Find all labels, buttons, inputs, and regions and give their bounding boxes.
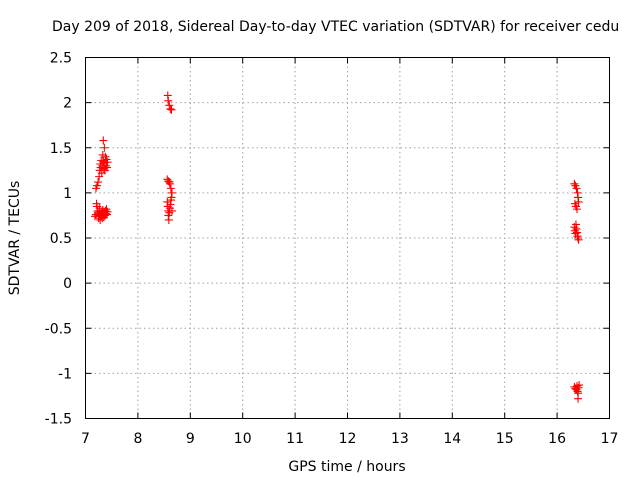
- x-axis-ticks: 7 8 9 10 11 12 13 14 15 16 17: [81, 57, 619, 447]
- data-point: [574, 197, 583, 206]
- y-axis-label: SDTVAR / TECUs: [7, 181, 23, 296]
- data-point: [167, 105, 176, 114]
- data-point: [575, 381, 584, 390]
- data-point: [165, 101, 174, 110]
- x-tick-label: 10: [234, 431, 252, 447]
- y-tick-label: 1.5: [50, 141, 72, 157]
- x-tick-label: 13: [391, 431, 409, 447]
- x-tick-label: 16: [548, 431, 566, 447]
- y-tick-label: -1: [58, 366, 72, 382]
- y-axis-ticks: -1.5 -1 -0.5 0 0.5 1 1.5 2 2.5: [45, 51, 610, 428]
- data-point: [573, 205, 582, 214]
- data-point: [167, 193, 176, 202]
- data-point: [164, 96, 173, 105]
- x-tick-label: 14: [443, 431, 461, 447]
- x-tick-label: 17: [601, 431, 619, 447]
- data-point: [166, 104, 175, 113]
- x-tick-label: 7: [81, 431, 90, 447]
- data-point: [100, 143, 109, 152]
- x-tick-label: 9: [186, 431, 195, 447]
- data-point: [574, 235, 583, 244]
- data-point: [99, 136, 108, 145]
- x-tick-label: 11: [286, 431, 304, 447]
- y-tick-label: -1.5: [45, 412, 72, 428]
- data-point: [165, 179, 174, 188]
- x-tick-label: 8: [133, 431, 142, 447]
- data-point: [94, 178, 103, 187]
- plot-frame: [85, 57, 610, 419]
- data-point: [93, 181, 102, 190]
- y-tick-label: 1: [63, 186, 72, 202]
- data-point: [572, 184, 581, 193]
- x-axis-label: GPS time / hours: [288, 459, 405, 475]
- data-point: [166, 184, 175, 193]
- chart-title: Day 209 of 2018, Sidereal Day-to-day VTE…: [52, 19, 619, 35]
- data-point: [103, 158, 112, 167]
- x-tick-label: 15: [496, 431, 514, 447]
- data-point: [167, 206, 176, 215]
- data-point: [103, 207, 112, 216]
- y-tick-label: 0: [63, 276, 72, 292]
- y-tick-label: 0.5: [50, 231, 72, 247]
- data-point: [574, 394, 583, 403]
- data-points: [90, 91, 584, 403]
- y-tick-label: -0.5: [45, 321, 72, 337]
- y-tick-label: 2: [63, 96, 72, 112]
- data-point: [164, 215, 173, 224]
- x-tick-label: 12: [339, 431, 357, 447]
- grid-lines: [85, 57, 610, 419]
- data-point: [570, 179, 579, 188]
- y-tick-label: 2.5: [50, 51, 72, 67]
